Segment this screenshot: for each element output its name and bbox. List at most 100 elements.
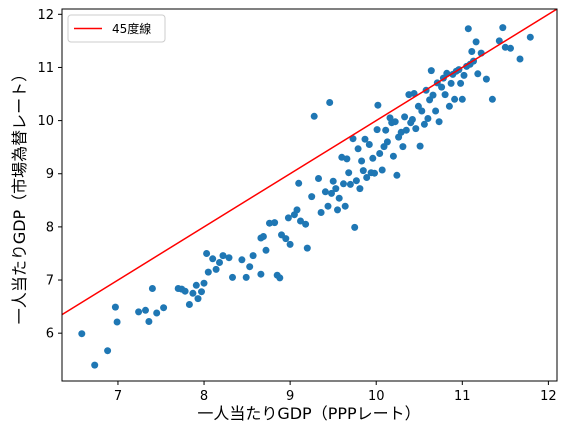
data-point — [438, 83, 446, 91]
data-point — [354, 145, 362, 153]
data-point — [361, 135, 369, 143]
data-point — [429, 91, 437, 99]
data-point — [365, 141, 373, 148]
data-point — [412, 125, 420, 133]
data-point — [246, 263, 254, 271]
data-point — [229, 273, 236, 281]
data-point — [351, 223, 359, 231]
data-point — [142, 306, 149, 314]
data-point — [369, 154, 377, 162]
data-point — [447, 79, 455, 87]
data-point — [432, 107, 440, 115]
data-point — [488, 95, 496, 103]
x-tick-label: 10 — [368, 389, 385, 404]
y-tick-label: 10 — [37, 114, 54, 129]
data-point — [341, 202, 349, 210]
legend-label: 45度線 — [112, 21, 151, 36]
data-point — [335, 194, 343, 202]
data-point — [212, 265, 220, 273]
data-point — [271, 219, 279, 227]
data-point — [346, 180, 354, 188]
data-point — [198, 288, 205, 296]
data-point — [209, 255, 217, 263]
data-point — [507, 44, 514, 52]
data-point — [160, 304, 168, 312]
line-layer — [62, 9, 557, 316]
data-point — [185, 301, 193, 308]
x-axis: 7 8 9 10 11 12 — [114, 381, 557, 404]
data-point — [352, 177, 360, 185]
data-point — [374, 101, 382, 109]
line-45-degree — [62, 9, 557, 316]
data-point — [373, 126, 381, 134]
data-point — [343, 155, 351, 163]
data-point — [526, 33, 534, 41]
x-axis-label: 一人当たりGDP（PPPレート） — [197, 404, 420, 423]
data-point — [349, 135, 357, 143]
y-axis: 6 7 8 9 10 11 12 — [37, 8, 62, 342]
x-tick-label: 12 — [540, 389, 557, 404]
x-tick-label: 9 — [286, 389, 294, 404]
x-tick-label: 11 — [454, 389, 471, 404]
data-point — [225, 254, 233, 262]
data-point — [402, 126, 410, 134]
data-point — [441, 91, 449, 99]
data-point — [376, 150, 384, 157]
data-point — [286, 240, 294, 248]
x-tick-label: 8 — [200, 389, 208, 404]
data-point — [427, 67, 435, 75]
data-point — [501, 43, 509, 51]
data-point — [451, 95, 459, 103]
x-tick-label: 7 — [114, 389, 122, 404]
y-axis-label: 一人当たりGDP（市場為替レート） — [10, 66, 29, 324]
data-point — [194, 295, 202, 303]
data-point — [332, 185, 340, 193]
data-point — [242, 273, 250, 281]
data-point — [282, 235, 290, 243]
data-point — [262, 246, 270, 254]
data-point — [457, 79, 465, 87]
data-point — [405, 91, 413, 99]
data-point — [495, 37, 503, 45]
data-point — [181, 287, 189, 295]
data-point — [334, 206, 341, 214]
data-point — [391, 118, 399, 126]
data-point — [321, 188, 329, 196]
data-point — [340, 180, 347, 188]
data-point — [435, 118, 443, 126]
data-point — [113, 318, 121, 326]
y-tick-label: 8 — [46, 220, 54, 235]
data-point — [326, 99, 334, 106]
data-point — [401, 113, 409, 121]
data-point — [393, 171, 401, 179]
y-tick-label: 7 — [46, 274, 54, 289]
data-point — [276, 274, 284, 282]
data-point — [308, 193, 316, 201]
data-point — [383, 138, 391, 146]
data-point — [464, 25, 472, 33]
data-point — [516, 55, 524, 63]
data-point — [408, 116, 416, 123]
data-point — [472, 38, 480, 46]
data-point — [356, 185, 364, 193]
data-point — [420, 120, 428, 128]
data-point — [200, 279, 208, 287]
y-tick-label: 6 — [46, 327, 54, 342]
data-point — [329, 177, 337, 185]
data-point — [284, 214, 292, 222]
data-point — [424, 115, 432, 122]
data-point — [192, 281, 200, 289]
data-point — [443, 69, 451, 77]
data-point — [135, 308, 143, 316]
data-point — [145, 318, 153, 325]
data-point — [468, 48, 476, 55]
data-point — [460, 71, 468, 79]
data-point — [153, 309, 161, 317]
data-point — [482, 75, 490, 83]
data-point — [204, 268, 212, 276]
data-point — [345, 169, 353, 177]
data-point — [189, 289, 197, 297]
data-point — [363, 174, 371, 181]
data-point — [238, 256, 246, 264]
